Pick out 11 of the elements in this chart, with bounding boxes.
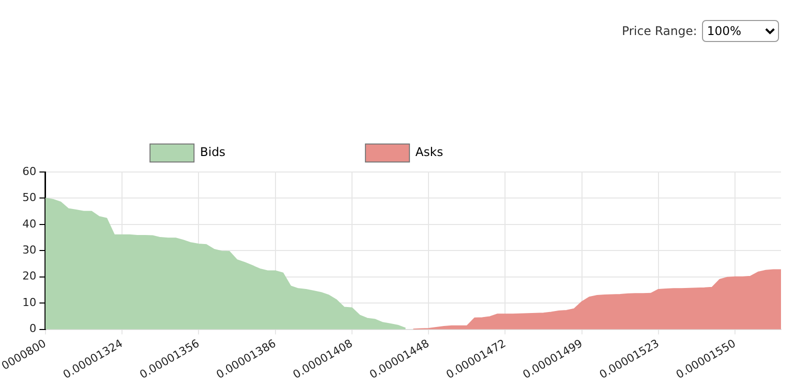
y-tick-label: 60 xyxy=(22,164,36,178)
y-tick-label: 20 xyxy=(22,270,36,283)
y-tick-label: 10 xyxy=(22,296,36,309)
text: Price Range: xyxy=(622,24,697,38)
y-tick-label: 30 xyxy=(22,244,36,257)
legend-label: Asks xyxy=(415,145,444,160)
y-tick-label: 40 xyxy=(22,217,36,230)
y-tick-label: 50 xyxy=(22,191,36,204)
price-range-select: 100% xyxy=(702,20,779,42)
legend-label: Bids xyxy=(200,145,226,160)
y-tick-label: 0 xyxy=(29,322,36,336)
